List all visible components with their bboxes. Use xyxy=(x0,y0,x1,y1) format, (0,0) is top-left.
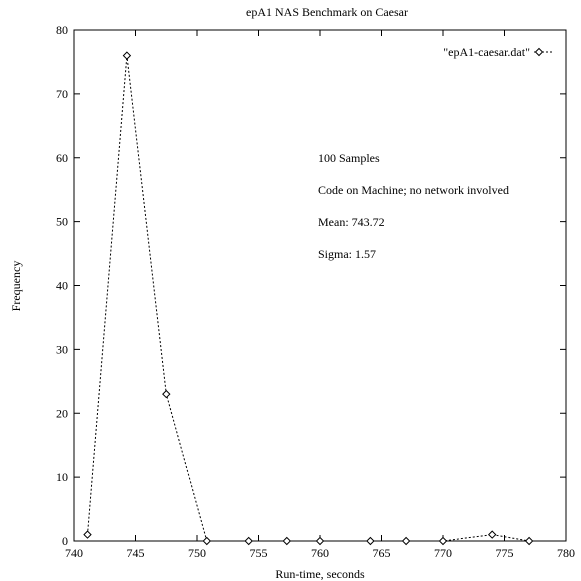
data-point xyxy=(83,530,92,539)
y-tick-label: 60 xyxy=(56,151,68,165)
plot-frame xyxy=(73,29,567,542)
data-point xyxy=(162,389,171,399)
annotation-samples: 100 Samples xyxy=(318,151,380,165)
x-tick-label: 780 xyxy=(557,546,575,560)
data-point xyxy=(122,51,132,60)
legend: "epA1-caesar.dat" xyxy=(443,45,552,59)
data-point xyxy=(487,530,497,539)
y-tick-label: 0 xyxy=(62,534,68,548)
y-tick-label: 50 xyxy=(56,215,68,229)
series-layer xyxy=(83,51,534,546)
annotation-code: Code on Machine; no network involved xyxy=(318,183,509,197)
data-point xyxy=(438,536,448,546)
legend-marker xyxy=(534,47,544,57)
x-tick-label: 755 xyxy=(250,546,268,560)
x-tick-label: 770 xyxy=(434,546,452,560)
annotation-mean: Mean: 743.72 xyxy=(318,215,385,229)
data-point xyxy=(244,536,253,546)
y-tick-label: 70 xyxy=(56,87,68,101)
chart-title: epA1 NAS Benchmark on Caesar xyxy=(246,5,408,19)
data-point xyxy=(315,536,325,546)
series-line xyxy=(87,55,530,542)
data-point xyxy=(524,536,534,546)
annotation-sigma: Sigma: 1.57 xyxy=(318,247,376,261)
y-tick-label: 40 xyxy=(56,279,68,293)
data-point xyxy=(282,536,292,546)
y-tick-label: 20 xyxy=(56,406,68,420)
annotations: 100 Samples Code on Machine; no network … xyxy=(318,151,509,261)
data-point xyxy=(366,536,375,546)
data-point xyxy=(202,536,212,546)
y-tick-label: 30 xyxy=(56,342,68,356)
x-axis-label: Run-time, seconds xyxy=(275,567,365,581)
y-tick-label: 10 xyxy=(56,470,68,484)
y-tick-label: 80 xyxy=(56,23,68,37)
axes: 740 745 750 755 760 765 770 775 780 0 10 20 30 40 50 60… xyxy=(56,23,575,560)
x-tick-label: 765 xyxy=(373,546,391,560)
x-tick-label: 745 xyxy=(127,546,145,560)
x-tick-label: 760 xyxy=(311,546,329,560)
data-point xyxy=(401,536,411,546)
legend-label: "epA1-caesar.dat" xyxy=(443,45,530,59)
x-tick-label: 750 xyxy=(188,546,206,560)
x-tick-label: 775 xyxy=(496,546,514,560)
x-tick-label: 740 xyxy=(65,546,83,560)
y-axis-label: Frequency xyxy=(9,261,23,312)
